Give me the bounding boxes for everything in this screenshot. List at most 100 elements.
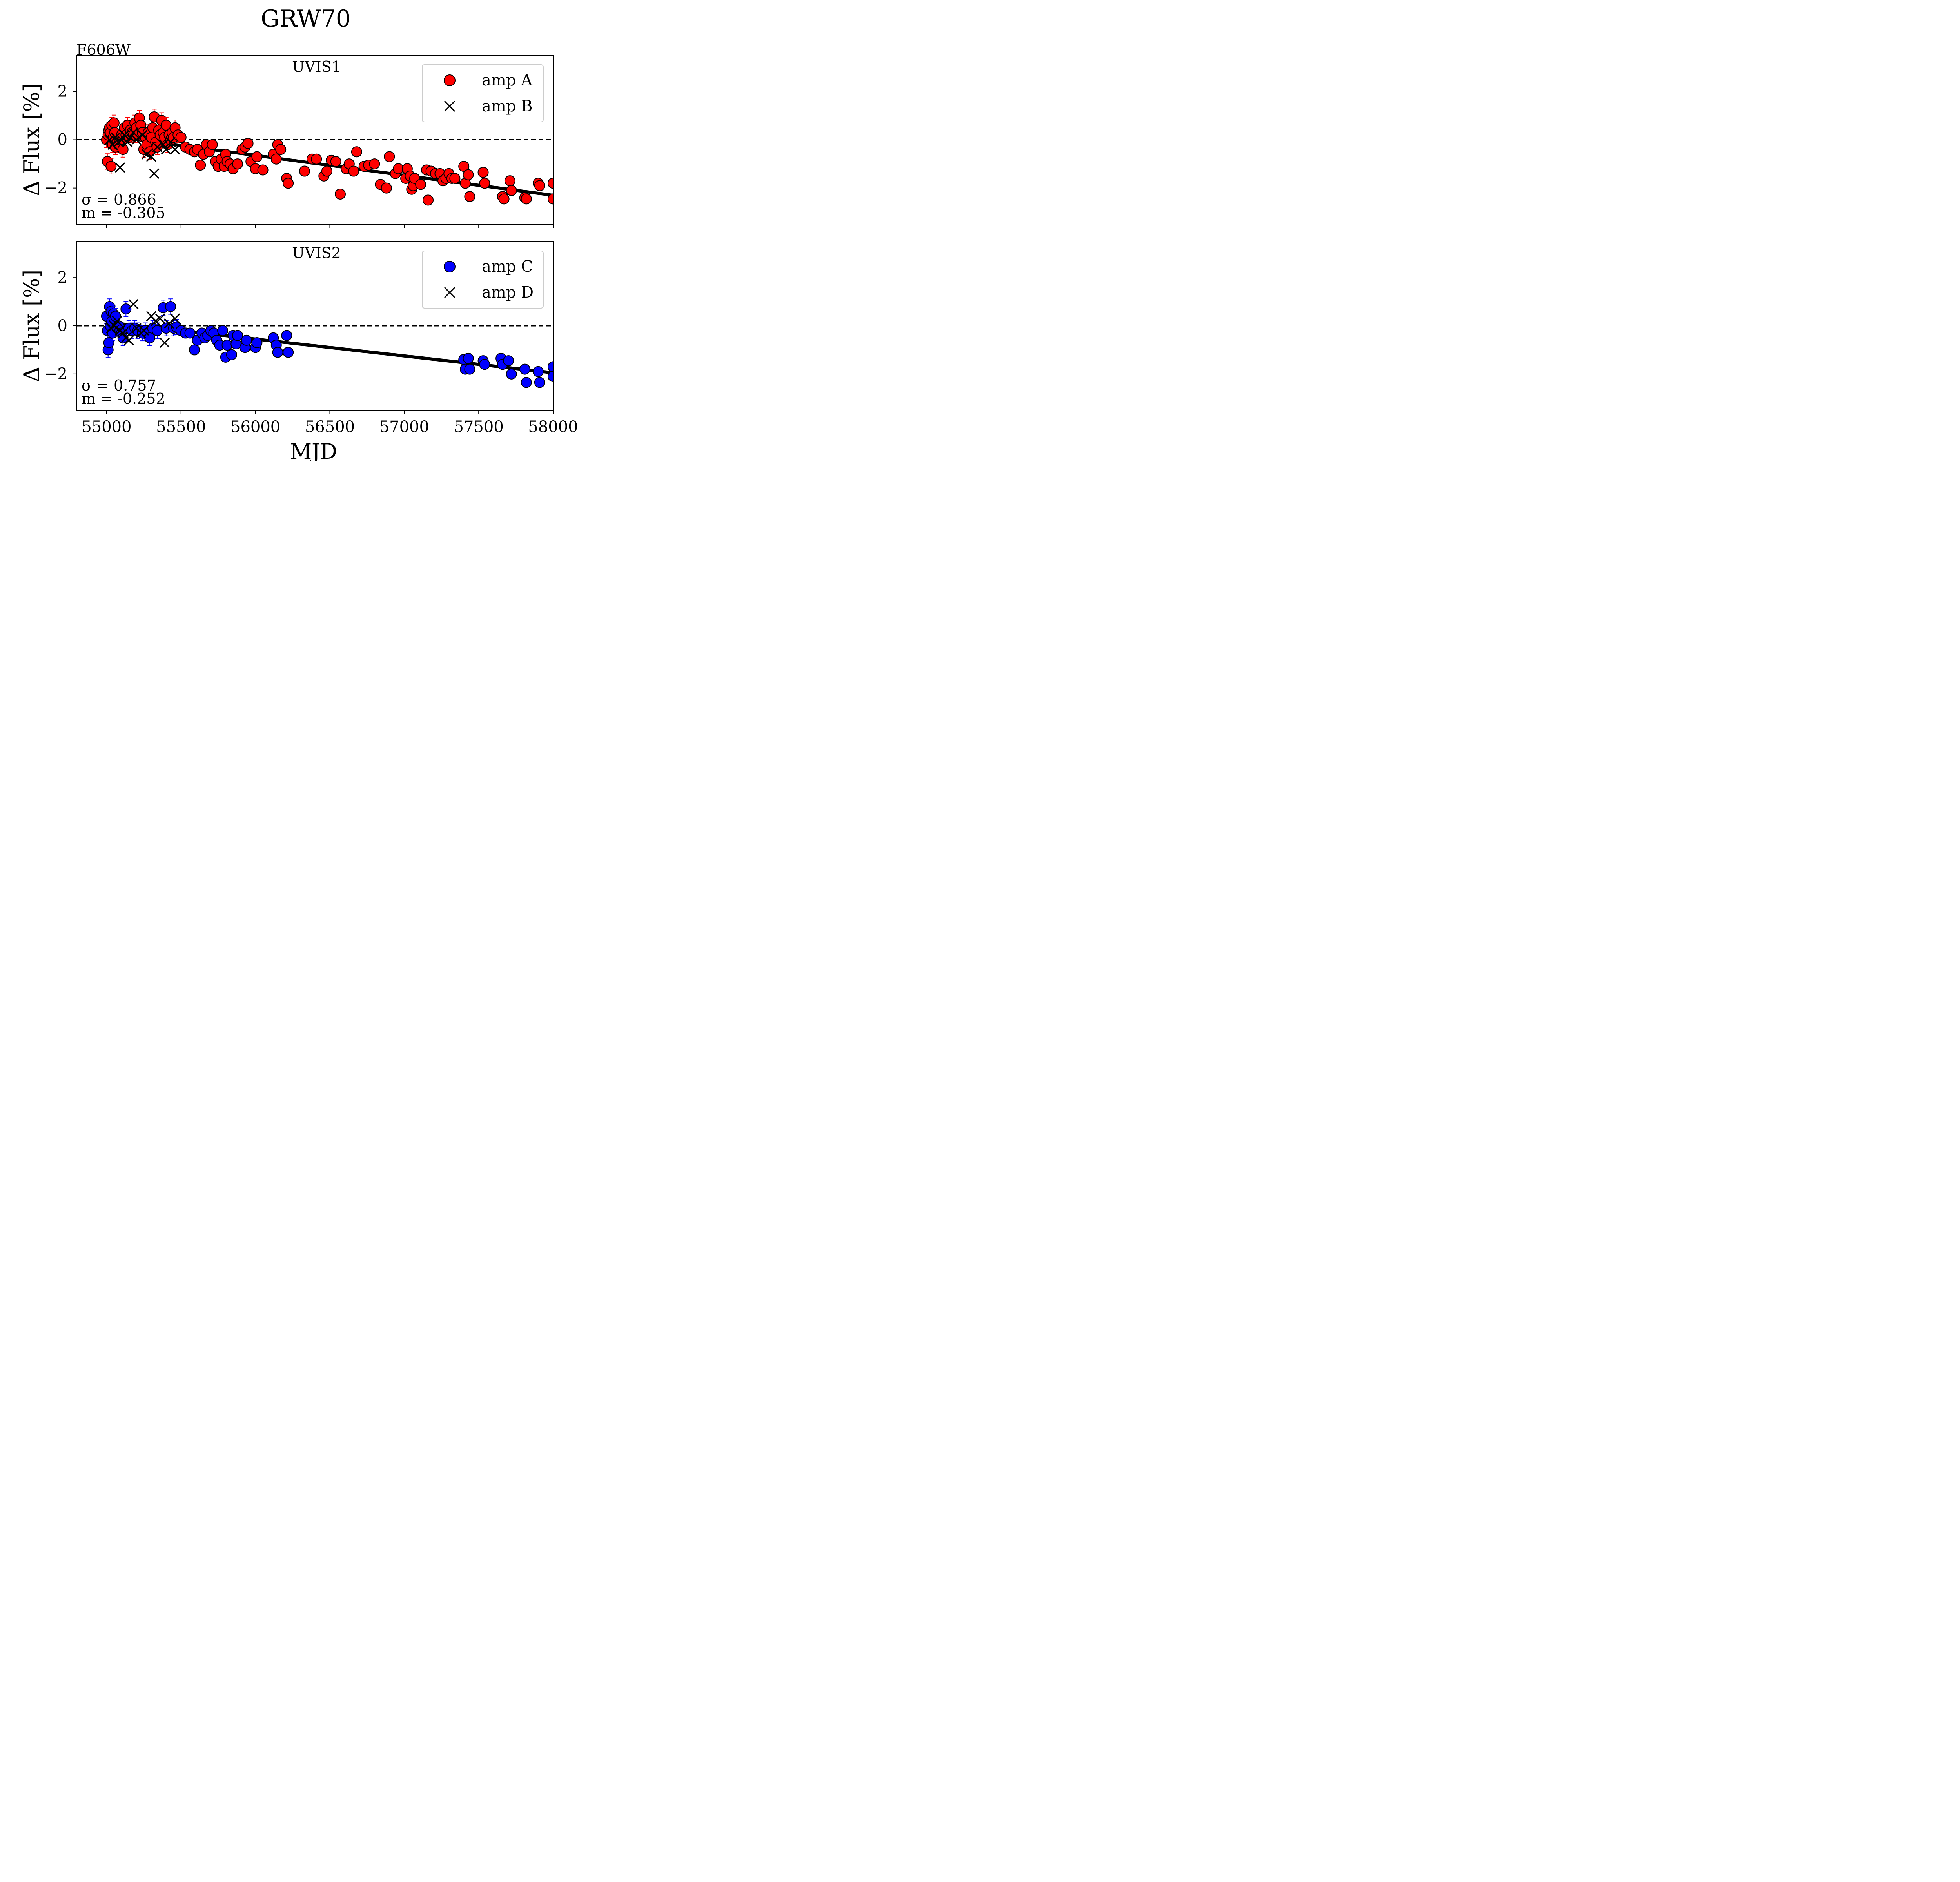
- data-point-x: [149, 168, 160, 179]
- data-point-x: [165, 137, 176, 147]
- figure-canvas: GRW70 F606W −2 0 2 Δ Flux [%] UVIS1 σ = 0.866…: [0, 0, 606, 461]
- data-point-x: [131, 134, 142, 145]
- data-point: [506, 185, 517, 196]
- data-point: [458, 161, 470, 172]
- data-point: [195, 160, 206, 171]
- data-point: [241, 334, 252, 346]
- data-point: [311, 153, 322, 165]
- data-point-x: [128, 299, 139, 309]
- data-point: [189, 344, 200, 356]
- data-point: [548, 371, 553, 382]
- legend-label: amp A: [482, 71, 533, 89]
- data-point-x: [118, 328, 128, 338]
- data-point-x: [104, 134, 115, 145]
- legend-label: amp C: [482, 258, 533, 276]
- x-marker-stroke: [165, 137, 176, 147]
- data-point: [275, 144, 287, 155]
- x-marker-stroke: [116, 134, 127, 145]
- x-tick-label: 57000: [379, 418, 429, 436]
- data-point-x: [114, 162, 125, 173]
- data-point: [270, 153, 282, 165]
- data-point: [521, 377, 532, 388]
- x-tick-label: 55500: [156, 418, 206, 436]
- x-tick-label: 56500: [305, 418, 355, 436]
- x-marker-stroke: [122, 137, 133, 147]
- x-marker-stroke: [159, 337, 170, 348]
- y-tick-label: −2: [44, 179, 67, 197]
- filter-label: F606W: [76, 41, 131, 58]
- y-tick-label: 2: [58, 82, 67, 100]
- data-point: [351, 146, 362, 158]
- legend-marker-circle: [444, 261, 456, 272]
- x-marker-stroke: [138, 325, 149, 336]
- data-point-x: [125, 132, 136, 143]
- x-marker-stroke: [161, 144, 171, 155]
- x-marker-stroke: [142, 149, 152, 160]
- series-amp-c: [101, 298, 553, 388]
- x-axis-label: MJD: [290, 439, 337, 461]
- data-point: [242, 138, 254, 149]
- data-point: [105, 161, 117, 172]
- x-marker-stroke: [110, 132, 121, 143]
- x-marker-stroke: [155, 313, 165, 324]
- data-point: [283, 347, 294, 358]
- data-point: [477, 167, 489, 178]
- data-point: [463, 352, 474, 364]
- legend: amp C amp D: [422, 251, 544, 309]
- data-point: [184, 327, 196, 339]
- y-tick-label: 0: [58, 131, 67, 149]
- data-point-x: [107, 139, 118, 150]
- x-marker-stroke: [149, 168, 160, 179]
- x-marker-stroke: [112, 316, 122, 326]
- y-axis-label: Δ Flux [%]: [19, 270, 44, 382]
- data-point: [330, 156, 341, 167]
- x-tick-label: 58000: [528, 418, 578, 436]
- y-tick-label: 2: [58, 269, 67, 287]
- data-point: [232, 330, 243, 341]
- data-point-x: [170, 144, 180, 155]
- data-point: [117, 144, 129, 155]
- data-point-x: [123, 335, 134, 345]
- y-tick-label: 0: [58, 317, 67, 335]
- data-point: [299, 165, 310, 177]
- data-point: [479, 359, 490, 370]
- data-point-x: [112, 316, 122, 326]
- data-point: [534, 180, 545, 191]
- data-point: [463, 169, 474, 180]
- x-marker-stroke: [125, 132, 136, 143]
- data-point-x: [159, 337, 170, 348]
- data-point: [548, 193, 553, 205]
- data-point: [384, 151, 395, 162]
- x-tick-label: 56000: [230, 418, 280, 436]
- data-point-x: [116, 134, 127, 145]
- data-point: [257, 164, 269, 176]
- legend: amp A amp B: [422, 64, 544, 122]
- data-point: [217, 325, 229, 336]
- x-marker-stroke: [104, 134, 115, 145]
- data-point: [506, 368, 517, 380]
- legend-label: amp B: [482, 97, 533, 115]
- data-point: [548, 361, 553, 372]
- data-point: [120, 303, 132, 314]
- data-point-x: [152, 142, 163, 153]
- x-marker-stroke: [444, 100, 456, 112]
- series-amp-b: [104, 127, 180, 179]
- data-point-x: [110, 132, 121, 143]
- data-point: [226, 349, 237, 360]
- x-marker-stroke: [146, 151, 156, 162]
- data-point-x: [164, 318, 174, 329]
- x-marker-stroke: [123, 335, 134, 345]
- data-point: [415, 179, 426, 190]
- slope-annotation: m = -0.305: [82, 204, 165, 222]
- data-point: [175, 132, 187, 143]
- y-tick-label: −2: [44, 365, 67, 383]
- data-point: [232, 158, 243, 170]
- x-marker-stroke: [119, 130, 130, 140]
- panel-title: UVIS1: [292, 58, 341, 75]
- data-point-x: [161, 144, 171, 155]
- data-point: [348, 165, 359, 177]
- x-marker-stroke: [109, 320, 120, 331]
- data-point: [281, 330, 292, 341]
- sigma-annotation: σ = 0.757: [82, 377, 156, 394]
- data-point: [534, 377, 545, 388]
